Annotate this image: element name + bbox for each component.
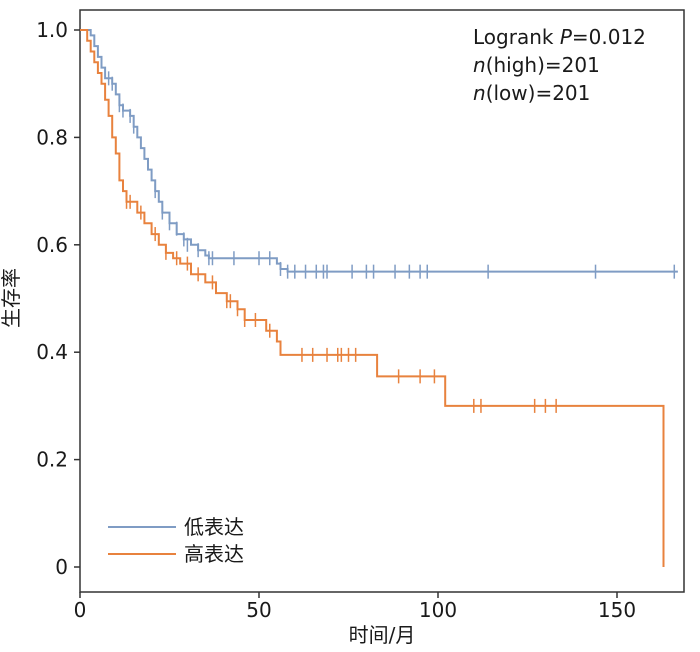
x-tick-label: 100	[419, 598, 457, 622]
p-symbol: P	[560, 25, 573, 49]
y-tick-label: 1.0	[36, 18, 68, 42]
legend: 低表达 高表达	[108, 515, 244, 566]
n-symbol-high: n	[473, 53, 486, 77]
y-tick-label: 0.2	[36, 448, 68, 472]
n-symbol-low: n	[473, 81, 486, 105]
x-tick-label: 50	[246, 598, 271, 622]
p-value: =0.012	[572, 25, 646, 49]
x-axis: 0 50 100 150	[74, 592, 636, 622]
y-tick-label: 0	[55, 555, 68, 579]
y-axis: 0 0.2 0.4 0.6 0.8 1.0	[36, 18, 80, 579]
legend-label-low: 低表达	[184, 515, 244, 539]
n-low-value: (low)=201	[486, 81, 591, 105]
x-axis-title: 时间/月	[349, 623, 416, 647]
x-tick-label: 0	[74, 598, 87, 622]
n-low-annotation: n(low)=201	[473, 81, 590, 105]
logrank-annotation: Logrank P=0.012	[473, 25, 646, 49]
n-high-annotation: n(high)=201	[473, 53, 600, 77]
n-high-value: (high)=201	[486, 53, 600, 77]
x-tick-label: 150	[598, 598, 636, 622]
plot-frame	[79, 9, 685, 593]
y-tick-label: 0.4	[36, 340, 68, 364]
legend-label-high: 高表达	[184, 542, 244, 566]
logrank-label: Logrank	[473, 25, 560, 49]
survival-curve-low	[80, 29, 678, 273]
survival-curves	[80, 29, 678, 567]
y-tick-label: 0.6	[36, 233, 68, 257]
y-axis-title: 生存率	[0, 268, 23, 328]
survival-curve-high	[80, 29, 665, 567]
y-tick-label: 0.8	[36, 125, 68, 149]
